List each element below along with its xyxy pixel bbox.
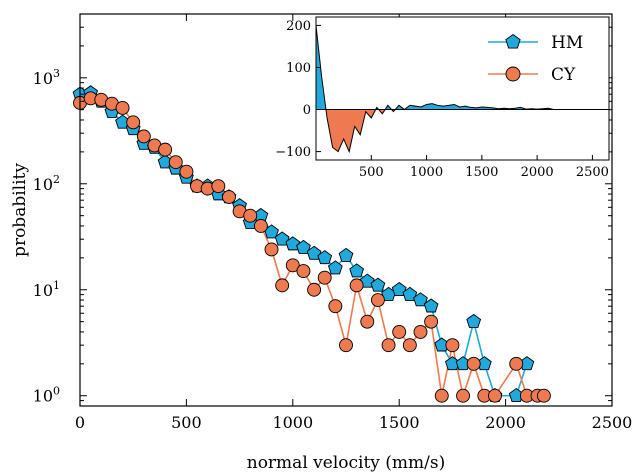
series-cy-point <box>253 219 268 233</box>
series-cy-point <box>126 115 141 130</box>
series-cy-point <box>488 388 502 403</box>
inset-x-tick-label: 1500 <box>465 165 498 180</box>
series-hm-point <box>466 313 482 328</box>
series-hm-point <box>296 239 311 254</box>
main-series-layer <box>72 85 551 403</box>
legend-entry-cy: CY <box>488 65 576 85</box>
series-cy-point <box>381 338 396 353</box>
series-cy-point <box>360 314 375 329</box>
y-tick-label: 102 <box>33 173 60 194</box>
series-hm-point <box>285 236 301 251</box>
series-cy-point <box>136 129 151 144</box>
x-tick-label: 2500 <box>592 413 633 432</box>
x-tick-label: 0 <box>75 413 85 432</box>
inset-y-tick-label: 200 <box>286 19 311 34</box>
legend-cy-marker <box>505 66 521 82</box>
inset-y-tick-label: 100 <box>286 61 311 76</box>
series-cy-point <box>349 278 364 293</box>
series-cy-point <box>434 388 449 403</box>
inset-background <box>316 17 609 160</box>
series-cy-point <box>158 142 173 157</box>
series-cy-point <box>264 242 279 257</box>
legend-hm-marker <box>505 33 521 49</box>
series-hm-point <box>423 298 439 313</box>
series-cy-point <box>317 270 332 285</box>
inset-x-tick-label: 2500 <box>576 165 609 180</box>
series-hm-point <box>338 247 354 262</box>
series-cy-point <box>168 155 183 170</box>
y-axis-label: probability <box>10 163 30 257</box>
legend: HM CY <box>488 33 583 85</box>
legend-hm-label: HM <box>551 33 583 53</box>
series-cy-point <box>243 208 258 223</box>
y-tick-label: 101 <box>33 279 60 300</box>
legend-cy-label: CY <box>551 65 576 85</box>
inset-y-tick-label: −100 <box>275 145 311 160</box>
y-tick-label: 100 <box>33 385 60 406</box>
series-hm-point <box>317 250 333 265</box>
x-tick-label: 1500 <box>379 413 420 432</box>
inset-frame <box>315 16 610 161</box>
series-cy-point <box>370 293 385 307</box>
series-cy-point <box>275 278 290 293</box>
x-tick-label: 2000 <box>485 413 526 432</box>
series-hm-point <box>327 260 343 275</box>
series-hm-point <box>349 263 365 278</box>
inset-y-tick-label: 0 <box>303 103 311 118</box>
series-cy-point <box>285 258 300 273</box>
series-cy-point <box>509 356 524 371</box>
inset-outline <box>315 25 554 154</box>
series-hm-point <box>359 273 375 288</box>
inset-x-tick-label: 2000 <box>521 165 554 180</box>
legend-entry-hm: HM <box>488 33 583 53</box>
series-hm-point <box>306 245 322 260</box>
inset-x-tick-label: 500 <box>359 165 384 180</box>
x-axis-label: normal velocity (mm/s) <box>247 453 446 473</box>
main-plot-frame <box>79 13 613 407</box>
series-cy-point <box>328 299 343 314</box>
series-cy-point <box>115 100 130 115</box>
series-cy-point <box>413 324 428 339</box>
series-cy-point <box>445 338 460 353</box>
series-cy-point <box>456 388 470 403</box>
series-cy-point <box>179 164 194 179</box>
series-cy-point <box>211 179 226 194</box>
series-cy-point <box>296 264 311 279</box>
series-hm-point <box>402 286 418 301</box>
inset-x-tick-label: 1000 <box>410 165 443 180</box>
series-hm-point <box>370 277 386 292</box>
y-tick-label: 103 <box>33 67 60 88</box>
series-cy-point <box>307 282 322 297</box>
series-cy-point <box>402 338 417 353</box>
series-hm-point <box>413 292 428 307</box>
x-tick-label: 500 <box>171 413 202 432</box>
series-cy-point <box>392 324 407 339</box>
series-cy-point <box>424 314 439 329</box>
series-cy-point <box>536 388 551 403</box>
series-cy-point <box>466 356 481 371</box>
series-cy-point <box>339 338 353 353</box>
series-cy-point <box>222 190 236 204</box>
x-tick-label: 1000 <box>272 413 313 432</box>
inset-area-layer <box>315 25 609 154</box>
